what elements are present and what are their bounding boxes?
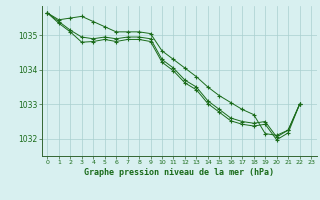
X-axis label: Graphe pression niveau de la mer (hPa): Graphe pression niveau de la mer (hPa) <box>84 168 274 177</box>
